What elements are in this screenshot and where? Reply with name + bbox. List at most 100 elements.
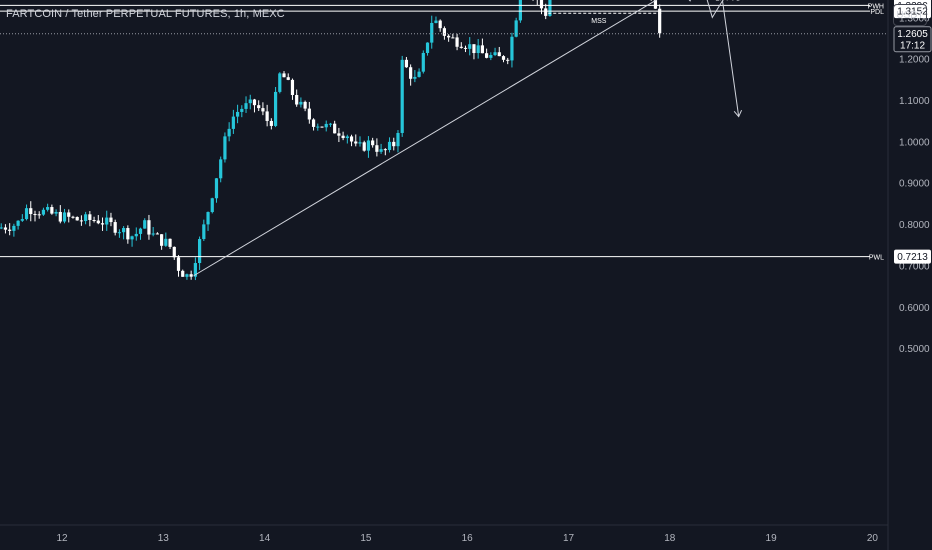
candle-body <box>197 239 202 264</box>
drawings: 1H FVG MSS <box>0 0 888 277</box>
countdown-label: 17:12 <box>900 41 925 52</box>
chart-title: FARTCOIN / Tether PERPETUAL FUTURES, 1h,… <box>6 8 285 20</box>
candle-body <box>206 212 210 225</box>
candle-body <box>147 220 151 235</box>
candle-body <box>354 141 358 144</box>
candle-body <box>29 208 33 215</box>
candle-body <box>518 0 522 21</box>
current-price-box <box>893 26 932 53</box>
y-tick-label: 0.5000 <box>899 344 930 355</box>
y-axis: 0.5000 0.6000 0.7000 0.8000 0.9000 1.0000 1.10… <box>899 13 930 355</box>
candle-body <box>544 8 548 16</box>
candle-body <box>126 228 130 240</box>
candle-body <box>117 232 122 234</box>
candle-body <box>84 214 88 222</box>
candle-body <box>409 67 413 79</box>
candle-body <box>134 233 138 237</box>
candle-body <box>164 238 168 246</box>
y-tick-label: 0.7000 <box>899 261 930 272</box>
candle-body <box>46 207 50 210</box>
candle-body <box>299 101 303 105</box>
candle-body <box>358 142 362 144</box>
x-tick-label: 14 <box>259 533 271 544</box>
y-tick-label: 0.9000 <box>899 179 930 190</box>
projection-arrowhead <box>733 110 743 118</box>
level-tag-pdl: PDL <box>870 9 884 16</box>
x-tick-label: 19 <box>766 533 778 544</box>
candle-body <box>227 128 231 137</box>
candle-body <box>489 55 493 58</box>
candle-body <box>160 234 164 246</box>
candle-body <box>295 95 299 105</box>
candle-body <box>96 220 100 224</box>
candle-body <box>447 35 451 38</box>
candle-body <box>130 236 134 240</box>
candle-body <box>235 111 240 117</box>
candle-body <box>485 53 489 58</box>
candle-body <box>24 208 29 220</box>
candle-body <box>341 135 345 139</box>
candle-body <box>16 220 20 226</box>
candle-body <box>425 42 430 53</box>
candle-body <box>442 28 447 36</box>
candle-body <box>219 159 223 179</box>
candle-body <box>497 52 501 57</box>
candle-body <box>113 222 117 233</box>
candle-body <box>252 99 257 106</box>
candle-body <box>480 45 484 54</box>
y-tick-label: 1.2000 <box>899 55 930 66</box>
candle-body <box>307 108 311 120</box>
candle-body <box>265 111 269 121</box>
candle-body <box>202 224 206 240</box>
candle-body <box>282 73 286 78</box>
candle-body <box>324 123 328 128</box>
candle-body <box>430 22 434 43</box>
candle-body <box>67 212 71 217</box>
candle-body <box>33 214 37 216</box>
candle-body <box>109 217 113 223</box>
candle-body <box>468 44 472 49</box>
candle-body <box>396 132 400 147</box>
x-tick-label: 15 <box>360 533 372 544</box>
candle-body <box>214 178 219 199</box>
candle-body <box>658 8 662 34</box>
candle-body <box>20 219 24 221</box>
mss-label: MSS <box>591 18 607 25</box>
candle-body <box>41 209 46 215</box>
fvg-label: 1H FVG <box>715 0 740 3</box>
candle-body <box>290 79 295 96</box>
candle-body <box>185 274 189 277</box>
candle-body <box>12 225 16 231</box>
candle-body <box>58 211 62 222</box>
candle-body <box>413 76 417 79</box>
projection-path <box>688 0 740 117</box>
candle-body <box>269 120 273 126</box>
x-tick-label: 12 <box>56 533 68 544</box>
candle-body <box>50 207 54 214</box>
grid <box>0 0 889 550</box>
candle-body <box>71 216 75 218</box>
candle-body <box>210 198 214 213</box>
candle-body <box>193 263 197 277</box>
y-tick-label: 0.8000 <box>899 220 930 231</box>
candle-body <box>366 140 371 151</box>
level-tag-pwh: PWH <box>868 3 884 10</box>
candle-body <box>371 140 375 146</box>
candle-body <box>88 214 92 220</box>
x-tick-label: 20 <box>867 533 879 544</box>
candle-body <box>349 136 354 142</box>
price-label: 0.7213 <box>897 252 928 263</box>
price-label: 1.3152 <box>897 7 928 18</box>
candle-body <box>383 149 387 151</box>
current-price-label: 1.2605 <box>897 29 928 40</box>
candle-body <box>539 0 544 9</box>
candle-body <box>231 116 235 129</box>
candle-body <box>176 257 181 271</box>
candle-body <box>278 73 282 92</box>
candle-body <box>8 229 12 231</box>
currency-button[interactable]: USDT <box>893 4 927 26</box>
candle-body <box>257 105 261 109</box>
candle-body <box>0 227 3 229</box>
x-tick-label: 16 <box>462 533 474 544</box>
